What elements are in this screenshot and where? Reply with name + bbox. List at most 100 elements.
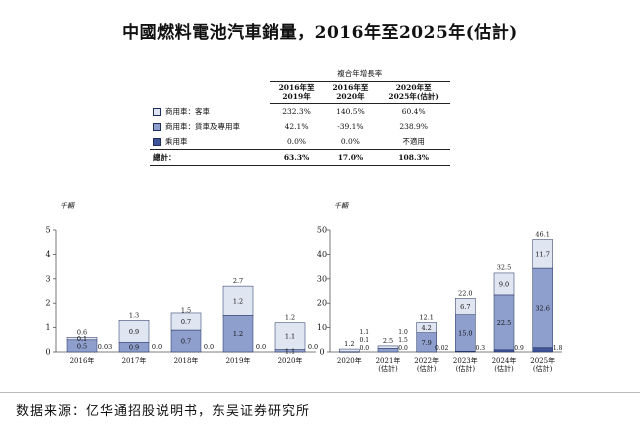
bar-segment-passenger <box>532 347 553 353</box>
bar-value-label: 0.7 <box>181 338 191 346</box>
bar-segment-truck <box>222 315 254 353</box>
bar-side-label: 0.0 <box>308 343 318 351</box>
bar-total-label: 1.3 <box>129 311 139 319</box>
bar-passenger-label: 0.9 <box>514 345 524 352</box>
cagr-value: 140.5% <box>336 107 365 116</box>
x-tick-label: 2023年(估計) <box>453 356 478 373</box>
x-tick-label: 2025年(估計) <box>530 356 555 373</box>
bar-total-label: 2.7 <box>233 277 243 285</box>
bar-value-label: 22.5 <box>497 319 511 327</box>
y-tick-label: 4 <box>45 250 50 259</box>
cagr-value: 238.9% <box>399 121 428 131</box>
bar-segment-bus <box>532 239 553 269</box>
cagr-col-header: 2020年至 2025年(估計) <box>377 81 450 105</box>
bar-value-label: 6.7 <box>460 303 470 311</box>
cagr-total-row: 總計： 63.3% 17.0% 108.3% <box>150 148 450 166</box>
cagr-col-header: 2016年至 2019年 <box>269 81 324 105</box>
bar-segment-passenger <box>493 349 515 353</box>
cagr-row-label: 商用車：客車 <box>150 104 270 119</box>
cagr-value: 0.0% <box>340 136 360 146</box>
x-tick-label: 2020年 <box>337 356 362 365</box>
bar-passenger-label: 0.0 <box>398 345 408 352</box>
bar-value-label: 1.5 <box>398 337 408 344</box>
bar-side-label: 0.0 <box>152 343 162 351</box>
bar-value-label: 1.1 <box>360 329 370 336</box>
cagr-value: 232.3% <box>282 107 311 116</box>
bar-value-label: 4.2 <box>421 324 431 332</box>
bar-total-label: 46.1 <box>535 231 549 239</box>
y-tick-label: 5 <box>45 226 50 235</box>
cagr-corner-2 <box>150 82 270 104</box>
cagr-value: 42.1% <box>284 121 309 131</box>
bar-passenger-label: 0.3 <box>476 345 486 352</box>
x-tick-label: 2019年 <box>226 356 251 365</box>
bar-side-label: 0.0 <box>256 343 266 351</box>
y-tick-label: 10 <box>317 323 327 332</box>
bar-segment-bus <box>66 337 98 341</box>
cagr-value: -39.1% <box>337 121 364 131</box>
bar-segment-truck <box>377 348 399 353</box>
bar-value-label: 0.9 <box>129 344 139 352</box>
bar-value-label: 1.1 <box>285 333 295 341</box>
legend-swatch <box>153 107 161 116</box>
bar-segment-bus <box>416 322 437 333</box>
cagr-total-label: 總計： <box>150 148 270 166</box>
bar-total-label: 1.2 <box>285 314 295 322</box>
bar-segment-bus <box>493 272 515 296</box>
y-tick-label: 40 <box>317 250 327 259</box>
x-tick-label: 2021年(估計) <box>376 356 401 373</box>
bar-segment-bus <box>339 348 360 353</box>
y-tick-label: 1 <box>45 323 50 332</box>
bar-total-label: 22.0 <box>458 289 472 297</box>
y-tick-label: 20 <box>317 299 327 308</box>
x-tick-label: 2016年 <box>70 356 95 365</box>
bar-value-label: 1.1 <box>285 347 295 355</box>
y-tick-label: 2 <box>45 299 50 308</box>
bar-value-label: 0.1 <box>360 337 370 344</box>
cagr-value: 0.0% <box>287 136 307 146</box>
y-tick-label: 30 <box>317 274 327 283</box>
bar-value-label: 0.7 <box>181 318 191 326</box>
bar-segment-bus <box>118 320 150 343</box>
bar-segment-bus <box>222 285 254 316</box>
y-tick-label: 50 <box>317 226 327 235</box>
cagr-corner <box>150 66 270 82</box>
cagr-row: 商用車：貨車及專用車 42.1% -39.1% 238.9% <box>150 119 450 134</box>
legend-label: 商用車：客車 <box>165 106 210 116</box>
y-tick-label: 0 <box>45 348 50 357</box>
bar-total-label: 0.6 <box>77 328 87 336</box>
cagr-value: 不適用 <box>402 136 425 146</box>
bar-segment-bus <box>377 345 399 349</box>
bar-value-label: 0.9 <box>129 328 139 336</box>
unit-label: 千輛 <box>60 202 76 210</box>
bar-segment-bus <box>170 312 202 331</box>
legend-swatch <box>153 122 161 131</box>
bar-value-label: 9.0 <box>499 280 509 288</box>
cagr-row: 商用車：客車 232.3% 140.5% 60.4% <box>150 104 450 119</box>
cagr-total-value: 63.3% <box>269 148 324 166</box>
cagr-group-header: 複合年增長率 <box>269 66 450 82</box>
bar-total-label: 12.1 <box>419 313 433 321</box>
cagr-total-value: 108.3% <box>377 148 450 166</box>
cagr-table: 複合年增長率 2016年至 2019年 2016年至 2020年 2020年至 … <box>150 66 450 166</box>
bar-value-label: 1.2 <box>233 330 243 338</box>
bar-total-label: 2.5 <box>383 337 393 345</box>
cagr-total-value: 17.0% <box>323 148 378 166</box>
bar-total-label: 1.5 <box>181 306 191 314</box>
x-tick-label: 2020年 <box>278 356 303 365</box>
y-tick-label: 3 <box>45 274 50 283</box>
bar-side-label: 0.0 <box>204 343 214 351</box>
legend-label: 乘用車 <box>165 136 188 146</box>
bar-side-label: 0.03 <box>98 343 112 351</box>
bar-value-label: 0.5 <box>77 342 87 350</box>
legend-label: 商用車：貨車及專用車 <box>165 121 240 131</box>
unit-label: 千輛 <box>334 202 350 210</box>
bar-value-label: 7.9 <box>421 339 431 347</box>
divider <box>0 392 640 393</box>
cagr-row-label: 商用車：貨車及專用車 <box>150 119 270 134</box>
bar-total-label: 1.2 <box>344 340 354 348</box>
cagr-col-header: 2016年至 2020年 <box>323 81 378 105</box>
cagr-row-label: 乘用車 <box>150 134 270 150</box>
x-tick-label: 2018年 <box>174 356 199 365</box>
source-note: 数据来源：亿华通招股说明书，东吴证券研究所 <box>16 404 311 419</box>
